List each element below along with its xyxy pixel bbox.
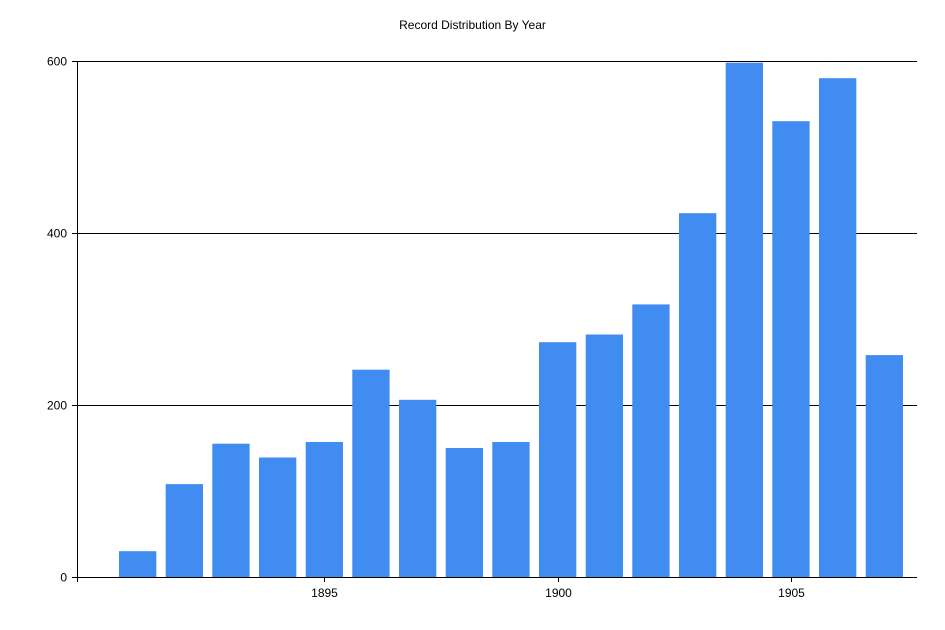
bar-1897 <box>399 399 437 577</box>
bar-1899 <box>492 442 530 577</box>
x-tick-label-1900: 1900 <box>545 586 572 600</box>
bar-1905 <box>772 121 810 577</box>
bar-1906 <box>819 78 857 577</box>
bar-1907 <box>865 355 903 577</box>
bar-1903 <box>679 213 717 577</box>
bar-1891 <box>119 551 157 577</box>
y-tick-label-600: 600 <box>47 55 67 69</box>
bar-1904 <box>725 62 763 577</box>
y-tick-label-200: 200 <box>47 399 67 413</box>
y-tick-label-400: 400 <box>47 227 67 241</box>
bar-1895 <box>305 442 343 577</box>
x-tick-label-1905: 1905 <box>778 586 805 600</box>
bar-1901 <box>585 334 623 577</box>
bar-1898 <box>445 448 483 577</box>
bar-1892 <box>165 484 203 577</box>
bar-1894 <box>259 457 297 577</box>
bar-1896 <box>352 369 390 577</box>
y-tick-label-0: 0 <box>60 571 67 585</box>
x-tick-label-1895: 1895 <box>311 586 338 600</box>
chart-title: Record Distribution By Year <box>399 18 546 32</box>
bar-1900 <box>539 342 577 577</box>
bar-1902 <box>632 304 670 577</box>
bar-1893 <box>212 443 250 577</box>
